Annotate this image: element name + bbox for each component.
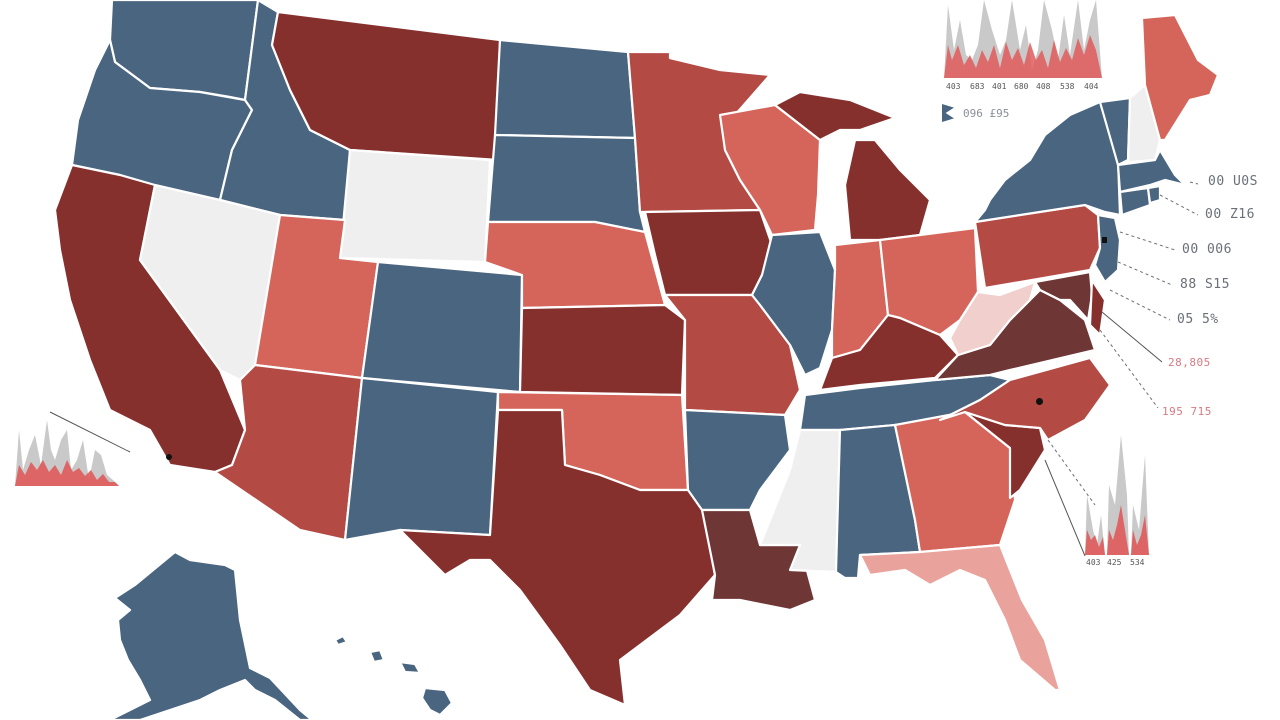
state-MI-upper[interactable] <box>773 90 897 142</box>
chart-tick-label: 401 <box>992 82 1007 91</box>
state-ND[interactable] <box>493 38 637 140</box>
state-HI-3[interactable] <box>398 660 422 675</box>
mini-histogram-bottom-right <box>1085 435 1149 555</box>
state-MI[interactable] <box>843 138 932 242</box>
state-IL[interactable] <box>750 230 837 377</box>
state-WV[interactable] <box>948 280 1037 357</box>
callout-label: 195 715 <box>1162 405 1212 418</box>
mini-histogram-left <box>15 420 119 486</box>
state-ME[interactable] <box>1140 13 1220 142</box>
marker-dot <box>1036 398 1043 405</box>
chart-tick-label: 534 <box>1130 558 1145 567</box>
state-RI[interactable] <box>1146 184 1162 205</box>
state-WY[interactable] <box>338 148 492 264</box>
callout-label: 28,805 <box>1168 356 1211 369</box>
state-IA[interactable] <box>643 208 774 297</box>
state-HI-2[interactable] <box>368 648 386 664</box>
callout-label: 00 U0S <box>1208 174 1258 189</box>
state-CT[interactable] <box>1118 186 1152 217</box>
chart-tick-label: 680 <box>1014 82 1029 91</box>
state-FL[interactable] <box>858 543 1062 692</box>
chart-tick-label: 683 <box>970 82 985 91</box>
state-NY[interactable] <box>973 100 1122 224</box>
state-SD[interactable] <box>486 133 647 234</box>
state-CO[interactable] <box>360 260 524 394</box>
state-NC[interactable] <box>938 356 1112 442</box>
state-AR[interactable] <box>683 408 792 512</box>
state-NJ[interactable] <box>1093 213 1122 284</box>
state-AZ[interactable] <box>213 363 364 542</box>
marker-dot <box>166 454 172 460</box>
callout-label: 00 Z16 <box>1205 207 1255 222</box>
state-TX[interactable] <box>398 408 717 707</box>
state-KY[interactable] <box>818 313 960 392</box>
state-HI-1[interactable] <box>333 634 349 647</box>
chart-tick-label: 403 <box>946 82 961 91</box>
state-NH[interactable] <box>1126 83 1162 164</box>
mini-histogram-top-right <box>944 0 1102 78</box>
callout-label: 00 006 <box>1182 242 1232 257</box>
legend-text: 096 £95 <box>963 107 1010 120</box>
chart-tick-label: 538 <box>1060 82 1075 91</box>
marker-dot <box>1102 237 1107 243</box>
state-LA[interactable] <box>700 508 817 612</box>
state-KS[interactable] <box>518 303 687 397</box>
chart-tick-label: 404 <box>1084 82 1099 91</box>
state-HI-4[interactable] <box>420 686 454 717</box>
chart-tick-label: 408 <box>1036 82 1051 91</box>
chart-tick-label: 425 <box>1107 558 1122 567</box>
callout-label: 88 S15 <box>1180 277 1230 292</box>
state-MD[interactable] <box>1033 270 1094 322</box>
callout-label: 05 5% <box>1177 312 1219 327</box>
chart-tick-label: 403 <box>1086 558 1101 567</box>
state-NM[interactable] <box>343 376 500 542</box>
state-AK[interactable] <box>108 550 314 720</box>
state-DE[interactable] <box>1088 278 1107 337</box>
